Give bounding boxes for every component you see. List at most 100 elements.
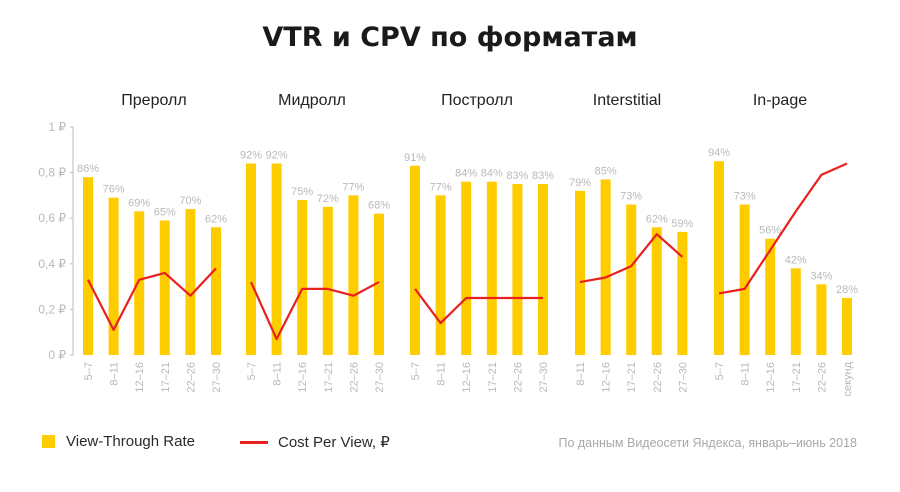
vtr-data-label: 73% bbox=[620, 191, 642, 203]
x-tick-label: 8–11 bbox=[436, 362, 448, 386]
x-tick-label: 5–7 bbox=[83, 362, 95, 380]
x-tick-label: 17–21 bbox=[487, 362, 499, 393]
x-tick-label: 5–7 bbox=[714, 362, 726, 380]
legend-cpv: Cost Per View, ₽ bbox=[240, 433, 390, 451]
x-tick-label: 5–7 bbox=[246, 362, 258, 380]
vtr-bar bbox=[348, 195, 359, 355]
vtr-bar bbox=[600, 179, 611, 355]
legend-line-swatch bbox=[240, 440, 268, 444]
x-tick-label: 17–21 bbox=[160, 362, 172, 393]
x-tick-label: 27–30 bbox=[677, 362, 689, 393]
y-tick-label: 0 ₽ bbox=[48, 348, 66, 362]
vtr-data-label: 69% bbox=[128, 197, 150, 209]
group-5: In-page 94% 5–7 73% 8–11 56% 12–16 42% 17–21 34% 2… bbox=[708, 92, 858, 397]
legend-vtr: View-Through Rate bbox=[42, 433, 195, 450]
vtr-bar bbox=[538, 184, 548, 355]
x-tick-label: 8–11 bbox=[575, 362, 587, 386]
x-tick-label: 27–30 bbox=[211, 362, 223, 393]
vtr-bar bbox=[322, 206, 333, 355]
vtr-bar bbox=[374, 213, 384, 355]
cpv-line bbox=[414, 288, 543, 325]
cpv-line bbox=[718, 162, 848, 295]
x-tick-label: 12–16 bbox=[601, 362, 613, 393]
x-tick-label: 17–21 bbox=[791, 362, 803, 393]
chart-title: VTR и CPV по форматам bbox=[262, 22, 638, 53]
x-tick-label: 12–16 bbox=[134, 362, 146, 393]
y-tick-label: 1 ₽ bbox=[48, 120, 66, 134]
x-tick-label: 8–11 bbox=[740, 362, 752, 386]
chart-groups: Преролл 86% 5–7 76% 8–11 69% 12–16 65% 17–21 70% 2… bbox=[77, 92, 858, 397]
vtr-data-label: 42% bbox=[785, 254, 807, 266]
group-label: Мидролл bbox=[278, 92, 346, 109]
group-label: In-page bbox=[753, 92, 807, 109]
x-tick-label: 17–21 bbox=[626, 362, 638, 393]
group-2: Мидролл 92% 5–7 92% 8–11 75% 12–16 72% 17–21 77% 2… bbox=[240, 92, 390, 393]
y-tick-label: 0,6 ₽ bbox=[38, 211, 66, 225]
vtr-data-label: 62% bbox=[646, 213, 668, 225]
vtr-data-label: 56% bbox=[759, 225, 781, 237]
vtr-bar bbox=[575, 190, 585, 355]
x-tick-label: 8–11 bbox=[272, 362, 284, 386]
cpv-line bbox=[249, 281, 380, 341]
vtr-bar bbox=[435, 195, 446, 355]
x-tick-label: 5–7 bbox=[410, 362, 422, 380]
vtr-bar bbox=[83, 177, 93, 355]
vtr-data-label: 91% bbox=[404, 152, 426, 164]
vtr-bar bbox=[486, 181, 497, 355]
vtr-data-label: 28% bbox=[836, 284, 858, 296]
group-3: Постролл 91% 5–7 77% 8–11 84% 12–16 84% 17–21 83%… bbox=[404, 92, 554, 393]
vtr-bar bbox=[159, 220, 170, 355]
vtr-bar bbox=[108, 197, 119, 355]
x-tick-label: 12–16 bbox=[461, 362, 473, 393]
x-tick-label: 12–16 bbox=[765, 362, 777, 393]
vtr-data-label: 75% bbox=[291, 186, 313, 198]
vtr-data-label: 86% bbox=[77, 163, 99, 175]
x-tick-label: 22–26 bbox=[185, 362, 197, 393]
vtr-bar bbox=[677, 231, 688, 355]
vtr-data-label: 94% bbox=[708, 147, 730, 159]
y-tick-label: 0,4 ₽ bbox=[38, 257, 66, 271]
vtr-data-label: 73% bbox=[734, 191, 756, 203]
group-1: Преролл 86% 5–7 76% 8–11 69% 12–16 65% 17–21 70% 2… bbox=[77, 92, 227, 393]
legend-vtr-label: View-Through Rate bbox=[66, 433, 195, 450]
vtr-bar bbox=[185, 209, 196, 355]
x-tick-label: 22–26 bbox=[512, 362, 524, 393]
vtr-bar bbox=[816, 284, 827, 355]
group-4: Interstitial 79% 8–11 85% 12–16 73% 17–21 62% 22… bbox=[569, 92, 694, 393]
vtr-bar bbox=[739, 204, 750, 355]
vtr-data-label: 34% bbox=[810, 270, 832, 282]
group-label: Преролл bbox=[121, 92, 186, 109]
vtr-bar bbox=[626, 204, 637, 355]
vtr-data-label: 76% bbox=[103, 184, 125, 196]
x-tick-label: 22–26 bbox=[348, 362, 360, 393]
group-label: Постролл bbox=[441, 92, 513, 109]
x-tick-label: 22–26 bbox=[652, 362, 664, 393]
vtr-bar bbox=[765, 238, 776, 355]
y-axis: 0 ₽ 0,2 ₽ 0,4 ₽ 0,6 ₽ 0,8 ₽ 1 ₽ bbox=[38, 120, 74, 362]
vtr-data-label: 62% bbox=[205, 213, 227, 225]
vtr-data-label: 77% bbox=[430, 181, 452, 193]
vtr-data-label: 84% bbox=[481, 168, 503, 180]
vtr-bar bbox=[134, 211, 145, 355]
x-tick-label: 27–30 bbox=[538, 362, 550, 393]
vtr-data-label: 59% bbox=[671, 218, 693, 230]
x-tick-label: 12–16 bbox=[297, 362, 309, 393]
legend-cpv-label: Cost Per View, ₽ bbox=[278, 434, 390, 451]
y-tick-label: 0,8 ₽ bbox=[38, 166, 66, 180]
vtr-data-label: 79% bbox=[569, 177, 591, 189]
vtr-data-label: 92% bbox=[266, 149, 288, 161]
legend-bar-swatch bbox=[42, 435, 55, 448]
vtr-data-label: 65% bbox=[154, 206, 176, 218]
vtr-data-label: 83% bbox=[506, 170, 528, 182]
vtr-bar bbox=[651, 227, 662, 355]
x-tick-label: 17–21 bbox=[323, 362, 335, 393]
vtr-bar bbox=[461, 181, 472, 355]
vtr-data-label: 92% bbox=[240, 149, 262, 161]
vtr-data-label: 85% bbox=[595, 165, 617, 177]
vtr-bar bbox=[211, 227, 221, 355]
vtr-bar bbox=[246, 163, 256, 355]
vtr-bar bbox=[410, 165, 420, 355]
vtr-bar bbox=[714, 161, 724, 355]
vtr-data-label: 72% bbox=[317, 193, 339, 205]
